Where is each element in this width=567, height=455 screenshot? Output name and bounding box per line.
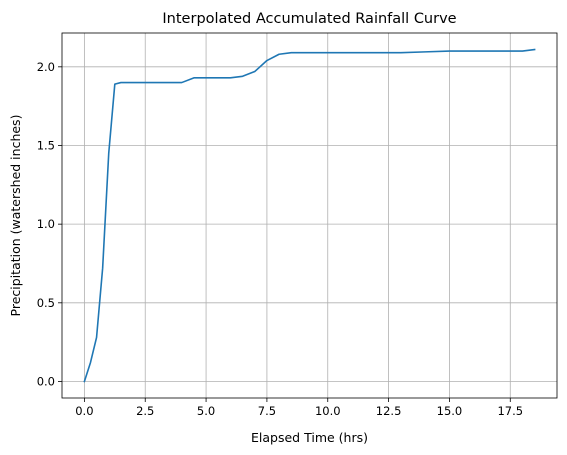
grid (62, 33, 557, 398)
x-tick-label: 15.0 (437, 404, 463, 418)
x-axis: 0.0 2.5 5.0 7.5 10.0 12.5 15.0 17.5 (75, 398, 523, 418)
y-tick-label: 0.5 (37, 296, 55, 310)
series-line (83, 48, 536, 383)
x-tick-label: 7.5 (258, 404, 276, 418)
x-tick-label: 2.5 (136, 404, 154, 418)
x-axis-title: Elapsed Time (hrs) (251, 430, 368, 445)
x-tick-label: 0.0 (75, 404, 93, 418)
y-tick-label: 0.0 (37, 374, 55, 388)
chart-title: Interpolated Accumulated Rainfall Curve (162, 11, 456, 27)
y-axis-title: Precipitation (watershed inches) (8, 115, 23, 317)
y-axis: 0.0 0.5 1.0 1.5 2.0 (37, 60, 62, 388)
y-tick-label: 2.0 (37, 60, 55, 74)
series-layer (83, 48, 536, 383)
plot-frame (61, 32, 558, 399)
y-tick-label: 1.5 (37, 138, 55, 152)
x-tick-label: 12.5 (376, 404, 402, 418)
y-tick-label: 1.0 (37, 217, 55, 231)
x-tick-label: 5.0 (197, 404, 215, 418)
x-tick-label: 10.0 (315, 404, 341, 418)
x-tick-label: 17.5 (497, 404, 523, 418)
